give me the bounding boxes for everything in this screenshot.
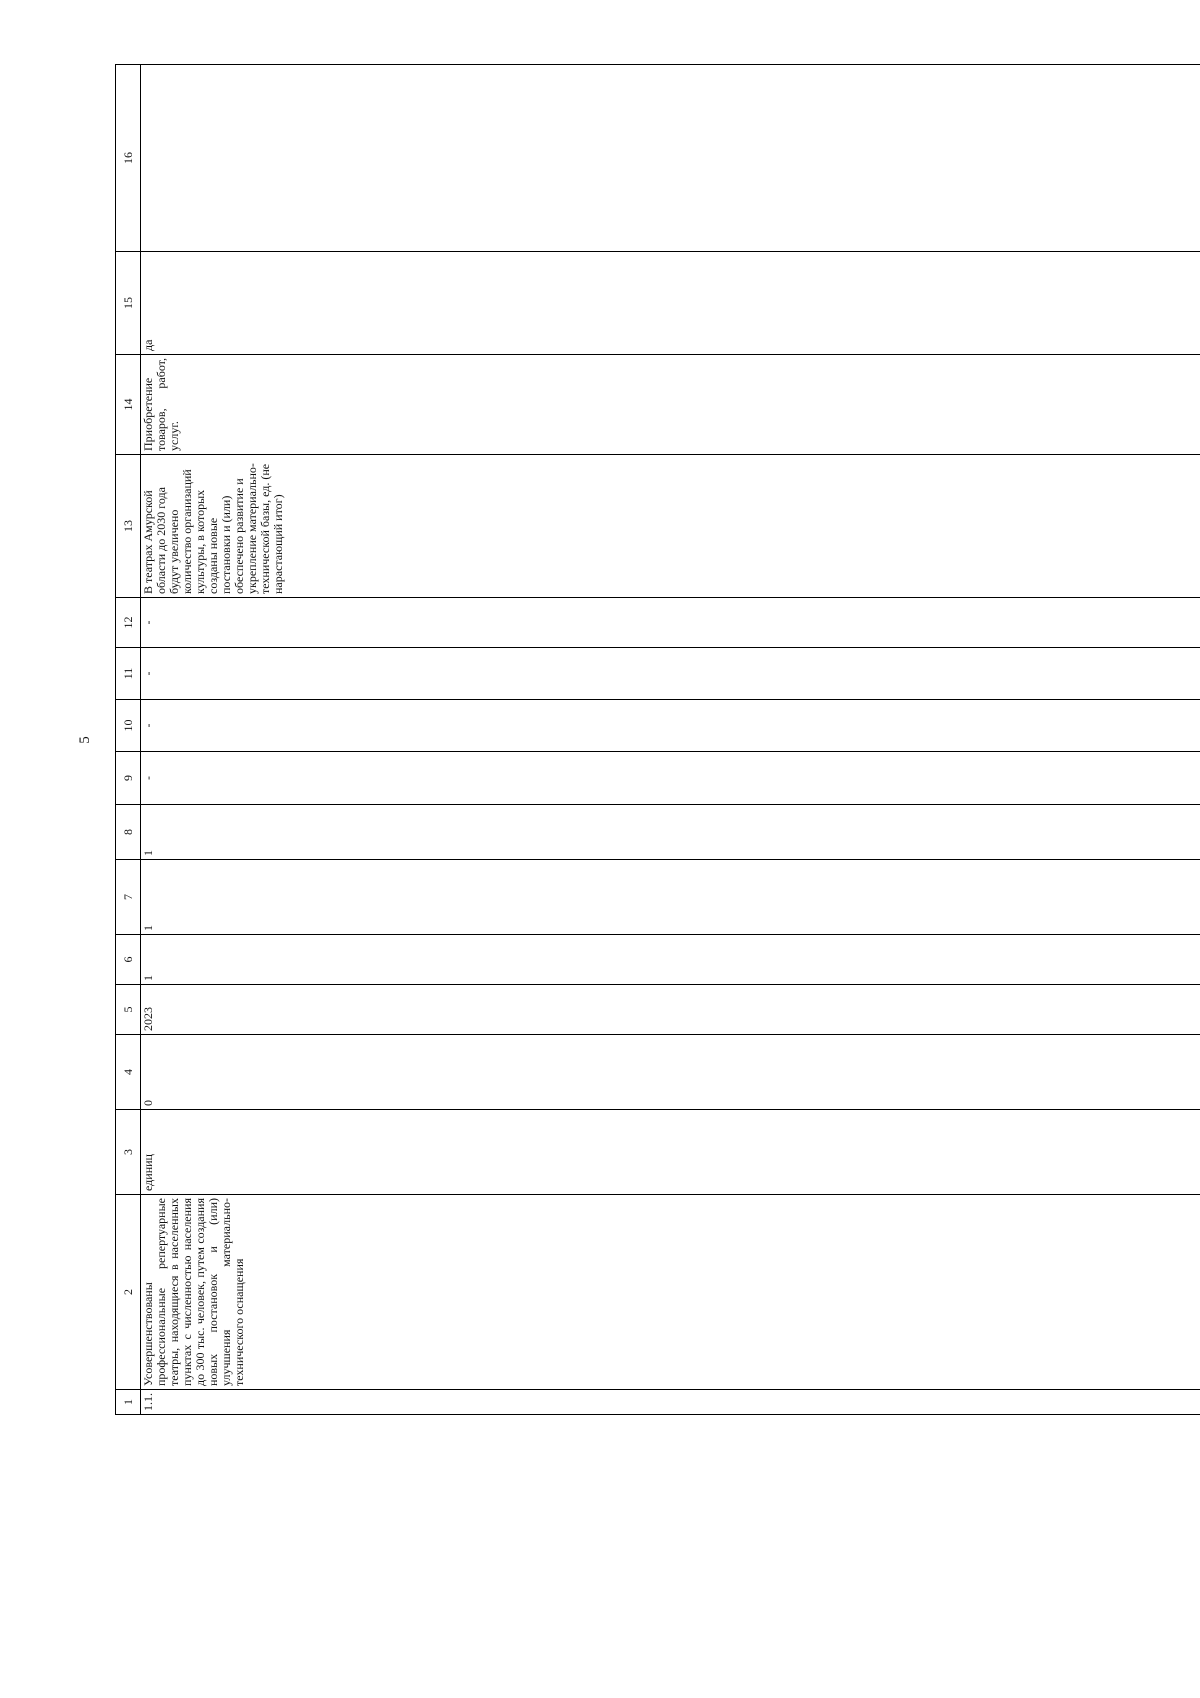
column-header: 15 (115, 251, 141, 355)
cell-description: В театрах Амурской области до 2030 года … (140, 454, 1200, 598)
column-header: 6 (115, 934, 141, 985)
page-number: 5 (77, 736, 93, 744)
header-row: 1 2 3 4 5 6 7 8 9 10 11 12 13 14 15 16 (115, 64, 141, 1415)
cell-unit: единиц (140, 1109, 1200, 1195)
column-header: 11 (115, 647, 141, 700)
table: 1 2 3 4 5 6 7 8 9 10 11 12 13 14 15 16 1.1. Усовершенство… (115, 64, 1200, 1415)
cell-v12: - (140, 597, 1200, 648)
table-row: 1.1. Усовершенствованы профессиональные р… (140, 64, 1200, 1415)
cell-flag: да (140, 251, 1200, 355)
column-header: 16 (115, 64, 141, 252)
cell-v7: 1 (140, 859, 1200, 935)
column-header: 14 (115, 354, 141, 455)
cell-v10: - (140, 699, 1200, 752)
cell-year: 2023 (140, 984, 1200, 1035)
cell-result: Усовершенствованы профессиональные репер… (140, 1194, 1200, 1390)
column-header: 1 (115, 1389, 141, 1415)
column-header: 5 (115, 984, 141, 1035)
column-header: 4 (115, 1034, 141, 1110)
column-header: 2 (115, 1194, 141, 1390)
column-header: 8 (115, 804, 141, 860)
column-header: 3 (115, 1109, 141, 1195)
empty-cell (140, 64, 1200, 252)
column-header: 10 (115, 699, 141, 752)
cell-num: 1.1. (140, 1389, 1200, 1415)
column-header: 7 (115, 859, 141, 935)
cell-v8: 1 (140, 804, 1200, 860)
column-header: 9 (115, 751, 141, 805)
cell-v9: - (140, 751, 1200, 805)
cell-v11: - (140, 647, 1200, 700)
column-header: 12 (115, 597, 141, 648)
cell-v6: 1 (140, 934, 1200, 985)
column-header: 13 (115, 454, 141, 598)
cell-type: Приобретение товаров, работ, услуг. (140, 354, 1200, 455)
rotated-sheet: 5 1 2 3 4 5 6 7 8 9 10 11 12 13 14 15 16 1.1. Усовершенст… (77, 64, 1200, 1415)
table-body: 1 2 3 4 5 6 7 8 9 10 11 12 13 14 15 16 1.1. Усовершенство… (115, 64, 1200, 1415)
cell-base: 0 (140, 1034, 1200, 1110)
